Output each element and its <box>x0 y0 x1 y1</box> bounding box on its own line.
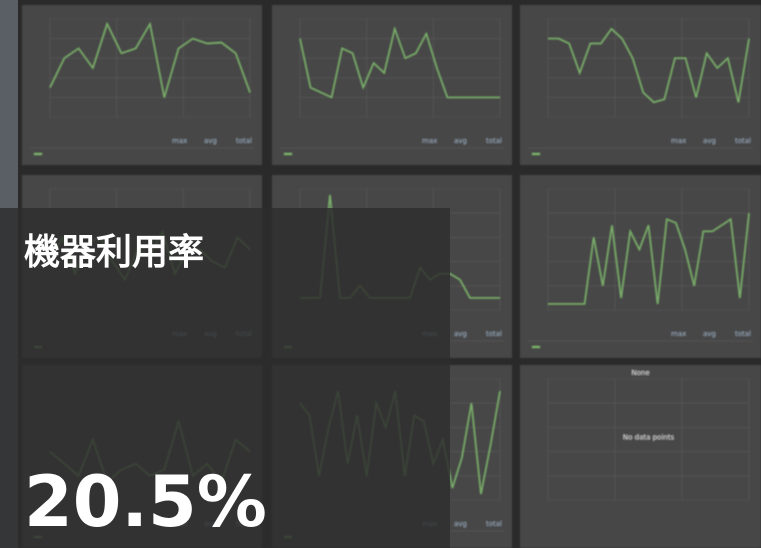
legend-header: total <box>735 330 751 338</box>
legend-header: total <box>486 520 502 528</box>
legend-header: max <box>172 137 187 145</box>
legend-header: total <box>236 137 252 145</box>
overlay-value: 20.5% <box>24 461 267 543</box>
legend-swatch <box>532 153 540 155</box>
series-line <box>548 27 750 104</box>
legend-header: max <box>671 137 686 145</box>
legend-header: avg <box>703 330 716 338</box>
legend-swatch <box>34 153 42 155</box>
legend-header: avg <box>454 137 467 145</box>
legend-swatch <box>284 153 292 155</box>
legend-header: avg <box>703 137 716 145</box>
legend-header: avg <box>204 137 217 145</box>
legend-header: max <box>422 137 437 145</box>
legend-header: total <box>486 137 502 145</box>
series-line <box>299 26 500 99</box>
overlay-box <box>0 208 450 548</box>
panel-title: None <box>631 369 649 377</box>
panel <box>22 5 262 165</box>
series-line <box>49 21 251 98</box>
legend-header: max <box>671 330 686 338</box>
overlay-title: 機器利用率 <box>24 232 204 273</box>
series-line <box>548 213 750 305</box>
legend-header: total <box>486 330 502 338</box>
no-data: No data points <box>623 434 675 442</box>
panel <box>272 5 512 165</box>
legend-header: total <box>735 137 751 145</box>
panel <box>520 365 761 548</box>
legend-swatch <box>532 346 540 348</box>
legend-header: avg <box>454 330 467 338</box>
legend-header: avg <box>454 520 467 528</box>
panel <box>520 175 761 358</box>
